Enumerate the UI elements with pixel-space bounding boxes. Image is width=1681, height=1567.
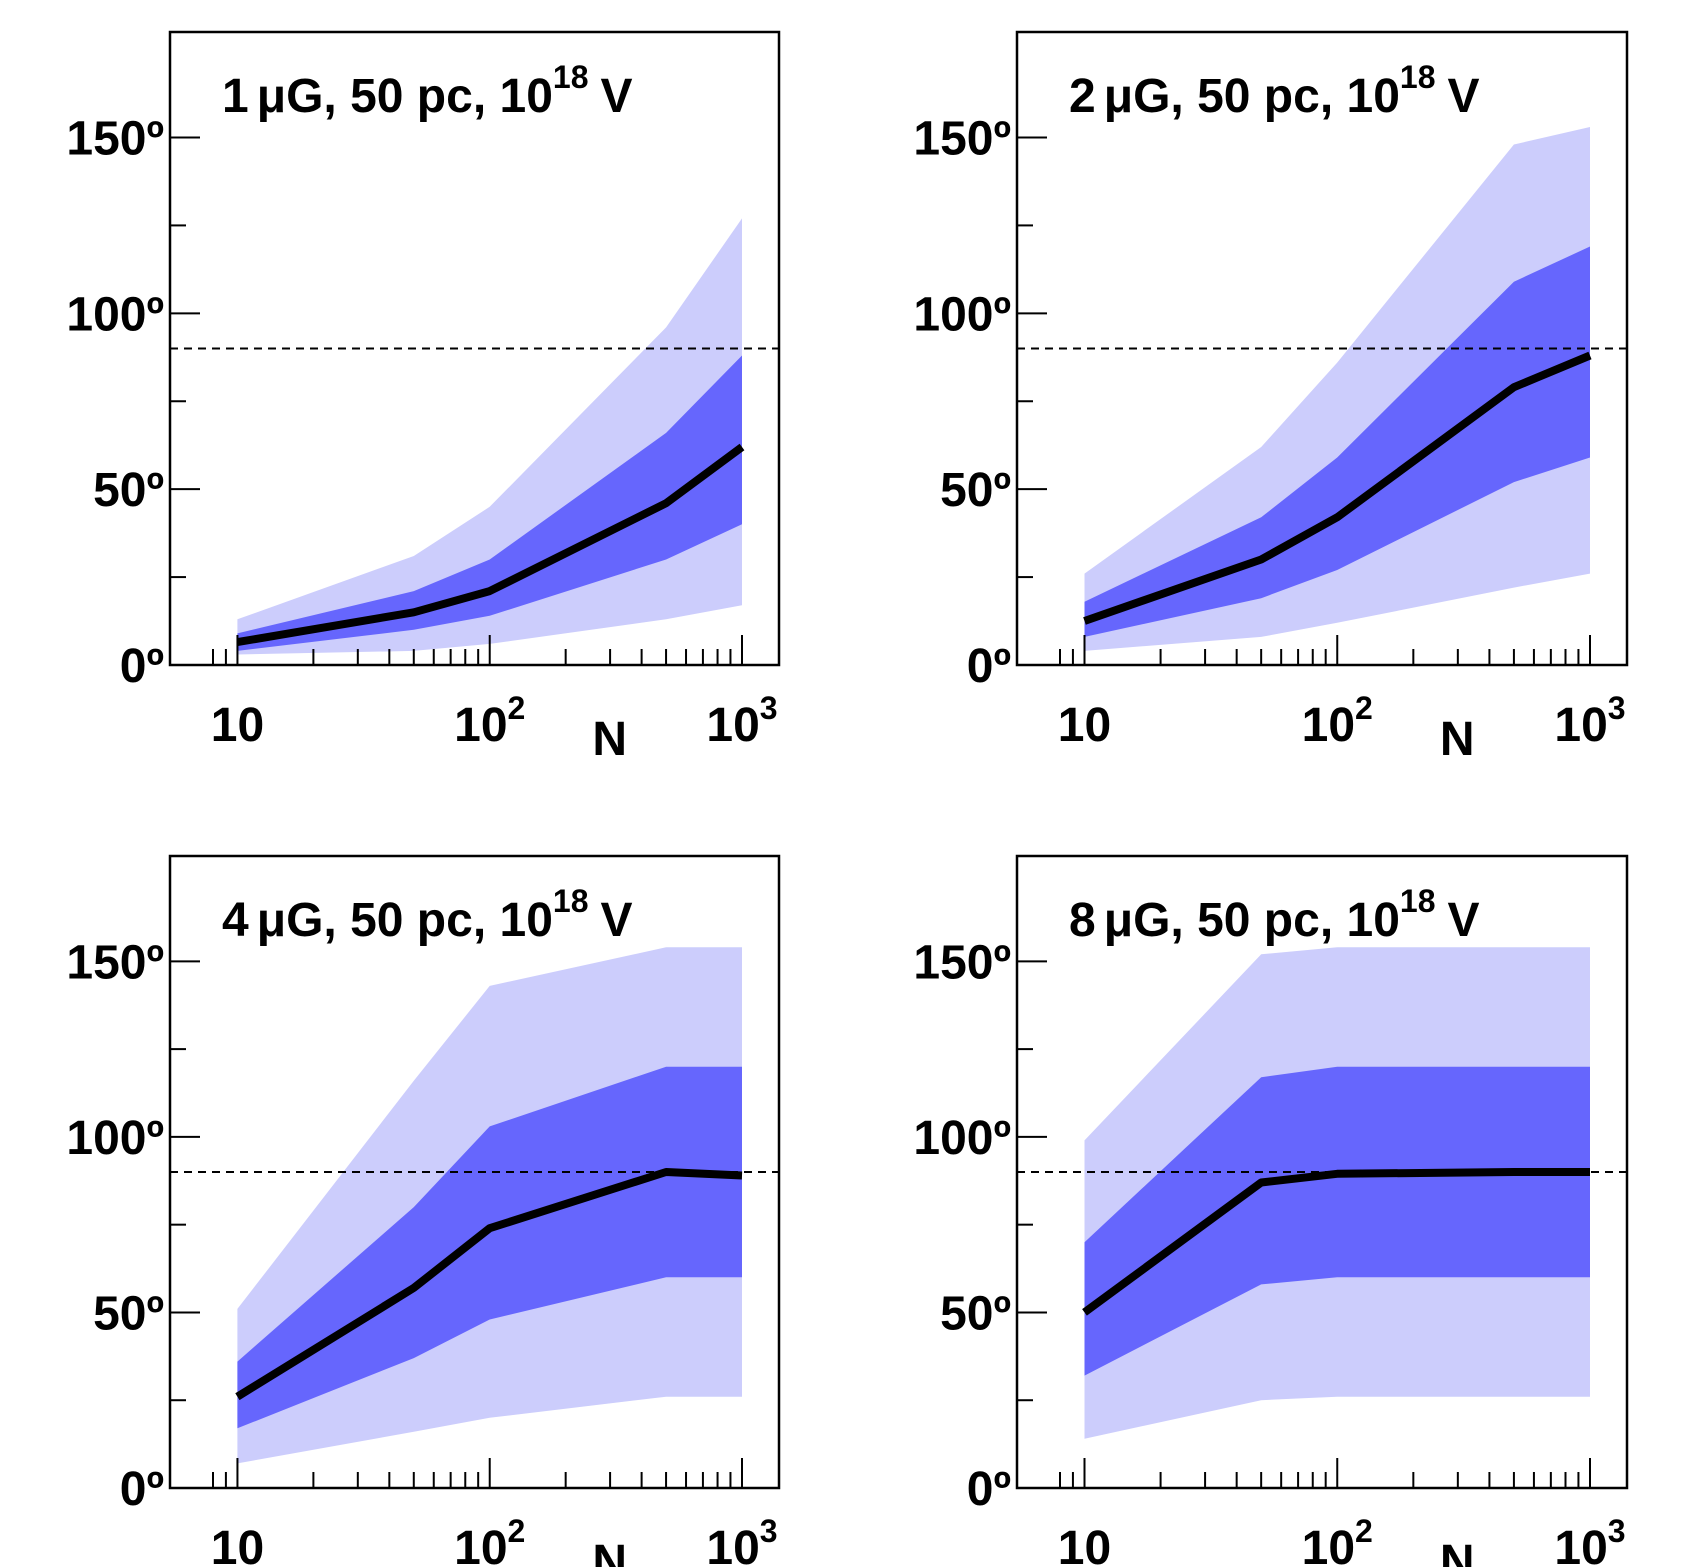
x-tick-label: 103 xyxy=(706,690,777,752)
x-tick-label: 102 xyxy=(1302,690,1373,752)
title-suffix: V xyxy=(1447,70,1479,123)
title-exponent: 18 xyxy=(1400,59,1436,95)
x-tick-base: 10 xyxy=(1554,1522,1607,1567)
y-tick-label: 150º xyxy=(66,936,164,989)
y-tick-label: 100º xyxy=(913,288,1011,341)
x-tick-label: 103 xyxy=(1554,690,1625,752)
x-tick-base: 10 xyxy=(454,699,507,752)
x-tick-label: 102 xyxy=(454,690,525,752)
x-tick-base: 10 xyxy=(211,1522,264,1567)
plot-frame xyxy=(1015,854,1629,1490)
x-tick-exponent: 2 xyxy=(1355,690,1373,726)
median-line xyxy=(236,443,745,647)
x-tick-base: 10 xyxy=(706,699,759,752)
inner-band xyxy=(1084,1066,1590,1376)
y-tick-label: 150º xyxy=(913,113,1011,166)
y-tick-label: 0º xyxy=(967,640,1011,693)
x-tick-label: 102 xyxy=(1302,1513,1373,1567)
y-tick-label: 100º xyxy=(66,288,164,341)
x-axis-label: N xyxy=(592,1536,627,1567)
inner-band xyxy=(237,1066,742,1429)
x-axis-label: N xyxy=(1440,713,1475,766)
x-tick-base: 10 xyxy=(1302,699,1355,752)
x-tick-label: 103 xyxy=(706,1513,777,1567)
x-tick-label: 10 xyxy=(211,699,264,752)
title-unit: μG, 50 pc, 10 xyxy=(257,894,553,947)
x-tick-label: 102 xyxy=(454,1513,525,1567)
x-tick-exponent: 3 xyxy=(760,690,778,726)
x-tick-exponent: 3 xyxy=(760,1513,778,1549)
y-tick-label: 0º xyxy=(120,640,164,693)
x-tick-label: 10 xyxy=(211,1522,264,1567)
x-tick-label: 10 xyxy=(1058,699,1111,752)
x-tick-exponent: 3 xyxy=(1608,1513,1626,1549)
y-tick-label: 50º xyxy=(93,464,164,517)
y-tick-label: 100º xyxy=(913,1112,1011,1165)
title-prefix: 1 xyxy=(222,70,249,123)
y-tick-label: 50º xyxy=(940,464,1011,517)
plot-frame xyxy=(1015,30,1629,667)
x-tick-base: 10 xyxy=(454,1522,507,1567)
panel-title: 2 μG, 50 pc, 1018 V xyxy=(1069,59,1480,123)
title-exponent: 18 xyxy=(553,59,589,95)
title-prefix: 8 xyxy=(1069,894,1096,947)
x-tick-exponent: 3 xyxy=(1608,690,1626,726)
x-tick-label: 10 xyxy=(1058,1522,1111,1567)
title-exponent: 18 xyxy=(553,883,589,919)
y-tick-label: 100º xyxy=(66,1112,164,1165)
x-axis-label: N xyxy=(592,713,627,766)
y-tick-label: 50º xyxy=(940,1287,1011,1340)
panel-title: 8 μG, 50 pc, 1018 V xyxy=(1069,883,1480,947)
x-tick-base: 10 xyxy=(1554,699,1607,752)
panel-title: 1 μG, 50 pc, 1018 V xyxy=(222,59,633,123)
x-tick-label: 103 xyxy=(1554,1513,1625,1567)
y-tick-label: 0º xyxy=(120,1463,164,1516)
title-exponent: 18 xyxy=(1400,883,1436,919)
x-tick-exponent: 2 xyxy=(508,690,526,726)
inner-band xyxy=(1084,246,1590,637)
y-tick-label: 150º xyxy=(66,113,164,166)
x-tick-base: 10 xyxy=(1302,1522,1355,1567)
median-line xyxy=(1082,1168,1590,1316)
median-line xyxy=(1083,351,1592,625)
title-suffix: V xyxy=(600,894,632,947)
title-unit: μG, 50 pc, 10 xyxy=(1104,70,1400,123)
median-line xyxy=(235,1168,743,1401)
title-unit: μG, 50 pc, 10 xyxy=(257,70,553,123)
y-tick-label: 0º xyxy=(967,1463,1011,1516)
title-prefix: 2 xyxy=(1069,70,1096,123)
plot-frame xyxy=(168,854,781,1490)
x-tick-base: 10 xyxy=(1058,1522,1111,1567)
x-tick-exponent: 2 xyxy=(1355,1513,1373,1549)
x-tick-base: 10 xyxy=(211,699,264,752)
y-tick-label: 50º xyxy=(93,1287,164,1340)
x-tick-exponent: 2 xyxy=(508,1513,526,1549)
outer-band xyxy=(1084,127,1590,651)
x-axis-label: N xyxy=(1440,1536,1475,1567)
title-suffix: V xyxy=(1447,894,1479,947)
x-tick-base: 10 xyxy=(706,1522,759,1567)
title-unit: μG, 50 pc, 10 xyxy=(1104,894,1400,947)
title-suffix: V xyxy=(600,70,632,123)
x-tick-base: 10 xyxy=(1058,699,1111,752)
plot-frame xyxy=(168,30,781,667)
title-prefix: 4 xyxy=(222,894,249,947)
y-tick-label: 150º xyxy=(913,936,1011,989)
panel-title: 4 μG, 50 pc, 1018 V xyxy=(222,883,633,947)
